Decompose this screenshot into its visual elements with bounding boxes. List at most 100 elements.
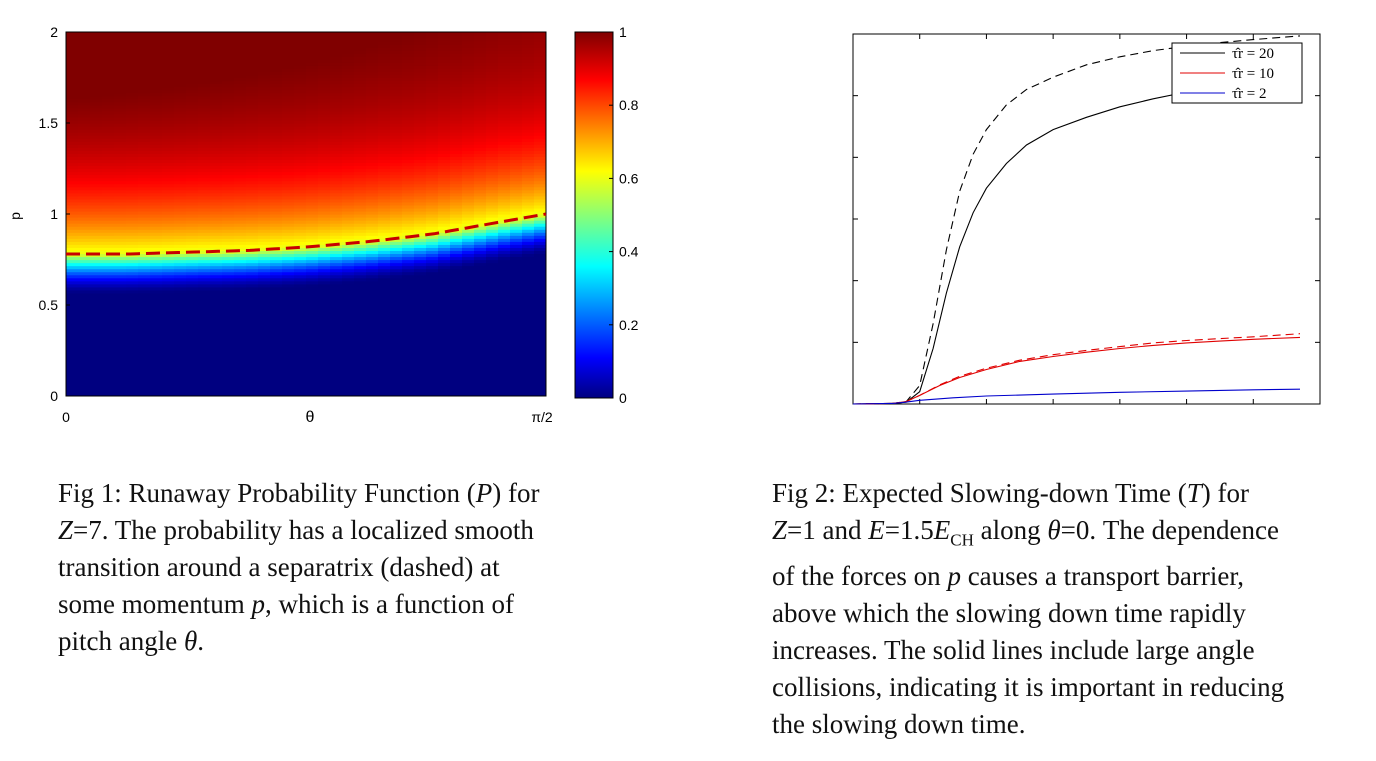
heatmap-cell xyxy=(162,298,175,303)
fig1-caption-line: some momentum p, which is a function of xyxy=(58,589,514,619)
heatmap-cell xyxy=(462,180,475,185)
legend-label-tau10: τ̂r = 10 xyxy=(1232,66,1274,82)
heatmap-cell xyxy=(390,253,403,258)
heatmap-cell xyxy=(498,35,511,39)
heatmap-cell xyxy=(186,156,199,160)
heatmap-cell xyxy=(534,86,546,91)
heatmap-cell xyxy=(354,314,367,318)
heatmap-cell xyxy=(90,286,103,291)
heatmap-cell xyxy=(306,268,319,273)
heatmap-cell xyxy=(102,329,115,333)
heatmap-cell xyxy=(402,189,415,194)
heatmap-cell xyxy=(282,198,295,203)
heatmap-cell xyxy=(462,59,475,63)
heatmap-cell xyxy=(66,177,79,182)
heatmap-cell xyxy=(534,268,546,273)
heatmap-cell xyxy=(282,256,295,261)
heatmap-cell xyxy=(498,47,511,51)
heatmap-cell xyxy=(210,286,223,291)
heatmap-cell xyxy=(378,47,391,51)
heatmap-cell xyxy=(402,265,415,270)
heatmap-cell xyxy=(402,68,415,73)
heatmap-cell xyxy=(378,95,391,100)
heatmap-cell xyxy=(102,389,115,394)
heatmap-cell xyxy=(174,223,187,227)
heatmap-cell xyxy=(198,68,211,73)
heatmap-cell xyxy=(246,308,259,312)
heatmap-cell xyxy=(390,38,403,42)
heatmap-cell xyxy=(330,271,343,276)
heatmap-cell xyxy=(474,41,487,45)
heatmap-cell xyxy=(90,168,103,173)
heatmap-cell xyxy=(366,77,379,82)
heatmap-cell xyxy=(174,320,187,324)
heatmap-cell xyxy=(306,353,319,358)
heatmap-cell xyxy=(222,323,235,327)
heatmap-cell xyxy=(114,386,127,391)
heatmap-cell xyxy=(102,119,115,124)
heatmap-cell xyxy=(186,113,199,118)
heatmap-cell xyxy=(246,80,259,85)
heatmap-cell xyxy=(438,162,451,167)
heatmap-cell xyxy=(114,174,127,179)
heatmap-cell xyxy=(426,101,439,106)
heatmap-cell xyxy=(534,113,546,118)
heatmap-cell xyxy=(462,250,475,255)
heatmap-cell xyxy=(78,289,91,294)
heatmap-cell xyxy=(450,165,463,170)
heatmap-cell xyxy=(366,201,379,206)
heatmap-cell xyxy=(330,71,343,76)
heatmap-cell xyxy=(366,241,379,245)
heatmap-cell xyxy=(90,244,103,248)
heatmap-cell xyxy=(342,204,355,209)
heatmap-cell xyxy=(414,380,427,385)
heatmap-cell xyxy=(390,226,403,230)
heatmap-cell xyxy=(426,277,439,282)
heatmap-cell xyxy=(66,183,79,188)
heatmap-cell xyxy=(522,347,535,352)
heatmap-cell xyxy=(438,138,451,142)
heatmap-cell xyxy=(342,256,355,261)
heatmap-cell xyxy=(78,165,91,170)
heatmap-cell xyxy=(162,89,175,94)
heatmap-cell xyxy=(90,183,103,188)
heatmap-cell xyxy=(342,116,355,121)
heatmap-cell xyxy=(294,308,307,312)
heatmap-cell xyxy=(474,311,487,315)
heatmap-cell xyxy=(126,217,139,221)
heatmap-cell xyxy=(354,135,367,139)
heatmap-cell xyxy=(210,377,223,382)
heatmap-cell xyxy=(498,138,511,142)
heatmap-cell xyxy=(90,150,103,154)
heatmap-cell xyxy=(462,392,475,396)
heatmap-cell xyxy=(306,198,319,203)
heatmap-cell xyxy=(462,92,475,97)
heatmap-cell xyxy=(474,223,487,227)
heatmap-cell xyxy=(330,38,343,42)
heatmap-cell xyxy=(486,50,499,54)
heatmap-cell xyxy=(342,380,355,385)
heatmap-cell xyxy=(402,256,415,261)
heatmap-cell xyxy=(342,253,355,258)
heatmap-cell xyxy=(318,104,331,109)
heatmap-cell xyxy=(222,259,235,264)
heatmap-cell xyxy=(426,207,439,212)
heatmap-cell xyxy=(462,271,475,276)
heatmap-cell xyxy=(150,253,163,258)
heatmap-cell xyxy=(258,119,271,124)
heatmap-cell xyxy=(174,201,187,206)
heatmap-cell xyxy=(330,110,343,115)
heatmap-cell xyxy=(462,165,475,170)
heatmap-cell xyxy=(198,132,211,136)
heatmap-cell xyxy=(354,356,367,361)
heatmap-cell xyxy=(498,392,511,396)
heatmap-cell xyxy=(198,104,211,109)
heatmap-cell xyxy=(318,156,331,160)
heatmap-cell xyxy=(366,144,379,148)
heatmap-cell xyxy=(402,350,415,355)
heatmap-cell xyxy=(414,165,427,170)
heatmap-cell xyxy=(174,362,187,367)
heatmap-cell xyxy=(522,241,535,245)
heatmap-cell xyxy=(258,301,271,306)
separatrix-dashed-line xyxy=(66,212,547,256)
